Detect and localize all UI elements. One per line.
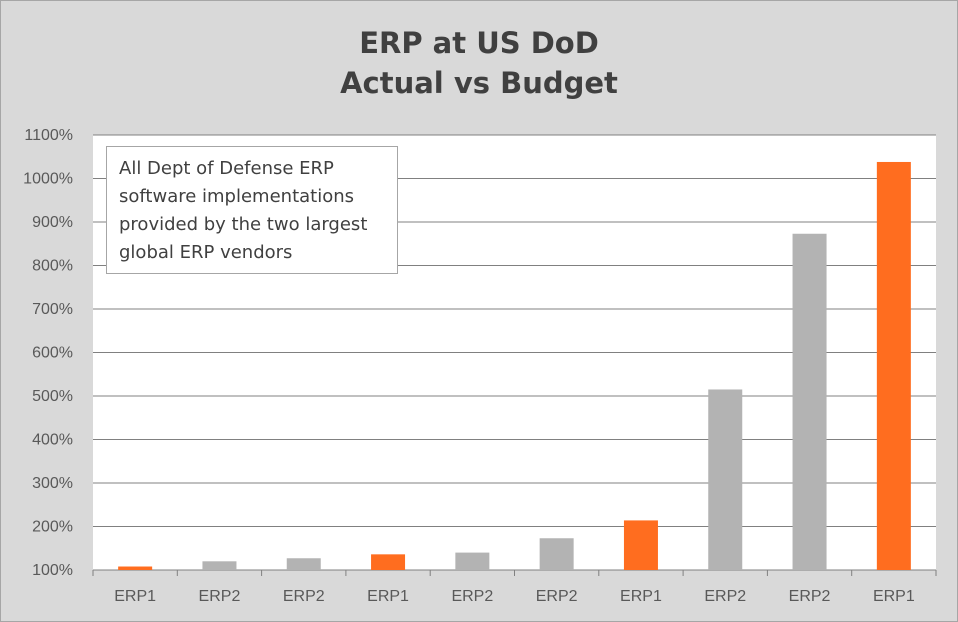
annotation-box: All Dept of Defense ERP software impleme…: [106, 146, 398, 274]
bar: [455, 552, 490, 570]
x-tick-label: ERP2: [789, 588, 831, 605]
y-tick-label: 400%: [32, 432, 73, 449]
y-tick-label: 800%: [32, 258, 73, 275]
x-tick-label: ERP2: [536, 588, 578, 605]
bar: [202, 561, 237, 570]
bar: [708, 389, 743, 570]
chart-title-line-2: Actual vs Budget: [340, 66, 618, 100]
y-tick-label: 500%: [32, 388, 73, 405]
bar: [118, 566, 153, 570]
y-tick-label: 1100%: [24, 127, 73, 144]
x-tick-label: ERP1: [620, 588, 662, 605]
y-tick-label: 100%: [32, 562, 73, 579]
chart-title-line-1: ERP at US DoD: [359, 26, 599, 60]
x-tick-label: ERP1: [367, 588, 409, 605]
y-tick-label: 1000%: [23, 171, 73, 188]
bar: [792, 233, 827, 570]
y-tick-label: 300%: [32, 475, 73, 492]
y-tick-label: 200%: [32, 519, 73, 536]
bar: [623, 520, 658, 570]
bar: [371, 554, 406, 570]
y-tick-label: 700%: [32, 301, 73, 318]
x-tick-label: ERP2: [704, 588, 746, 605]
bar: [286, 558, 321, 570]
x-tick-label: ERP1: [114, 588, 156, 605]
bar: [539, 538, 574, 570]
x-tick-label: ERP1: [873, 588, 915, 605]
y-tick-label: 900%: [32, 214, 73, 231]
y-tick-label: 600%: [32, 345, 73, 362]
x-tick-label: ERP2: [283, 588, 325, 605]
x-tick-label: ERP2: [199, 588, 241, 605]
x-tick-label: ERP2: [451, 588, 493, 605]
bar: [876, 161, 911, 570]
chart-title: ERP at US DoD Actual vs Budget: [1, 23, 957, 103]
